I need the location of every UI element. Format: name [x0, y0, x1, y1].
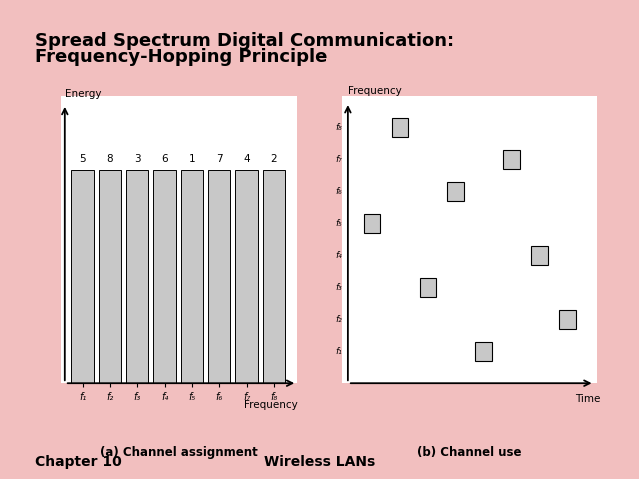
- Bar: [420, 278, 436, 297]
- Text: Energy: Energy: [65, 89, 102, 99]
- Text: (a) Channel assignment: (a) Channel assignment: [100, 446, 258, 459]
- Bar: [98, 170, 121, 383]
- Bar: [72, 170, 94, 383]
- Text: Frequency: Frequency: [348, 86, 402, 96]
- Text: (b) Channel use: (b) Channel use: [417, 446, 522, 459]
- Bar: [153, 170, 176, 383]
- Text: 1: 1: [189, 154, 196, 164]
- Text: f₁: f₁: [335, 347, 342, 356]
- Bar: [504, 150, 520, 169]
- Bar: [208, 170, 231, 383]
- Text: 4: 4: [243, 154, 250, 164]
- Bar: [235, 170, 258, 383]
- Bar: [559, 310, 576, 329]
- Bar: [263, 170, 285, 383]
- Text: f₈: f₈: [335, 123, 342, 132]
- Bar: [392, 118, 408, 137]
- Text: 7: 7: [216, 154, 222, 164]
- Text: Frequency: Frequency: [244, 399, 298, 410]
- Text: f₆: f₆: [335, 187, 342, 196]
- Bar: [447, 182, 464, 201]
- Text: 6: 6: [161, 154, 168, 164]
- Text: f₃: f₃: [335, 283, 342, 292]
- Text: Time: Time: [575, 394, 601, 404]
- Text: Frequency-Hopping Principle: Frequency-Hopping Principle: [35, 48, 328, 66]
- Bar: [126, 170, 148, 383]
- Text: f₂: f₂: [335, 315, 342, 324]
- Text: 8: 8: [107, 154, 113, 164]
- Text: 3: 3: [134, 154, 141, 164]
- Text: Wireless LANs: Wireless LANs: [264, 456, 375, 469]
- Text: f₄: f₄: [335, 251, 342, 260]
- Text: Spread Spectrum Digital Communication:: Spread Spectrum Digital Communication:: [35, 32, 454, 50]
- Bar: [531, 246, 548, 265]
- Text: 5: 5: [79, 154, 86, 164]
- Text: Chapter 10: Chapter 10: [35, 456, 122, 469]
- Bar: [181, 170, 203, 383]
- Text: f₅: f₅: [335, 219, 342, 228]
- Bar: [475, 342, 492, 361]
- Text: 2: 2: [270, 154, 277, 164]
- Bar: [364, 214, 380, 233]
- Text: f₇: f₇: [335, 155, 342, 164]
